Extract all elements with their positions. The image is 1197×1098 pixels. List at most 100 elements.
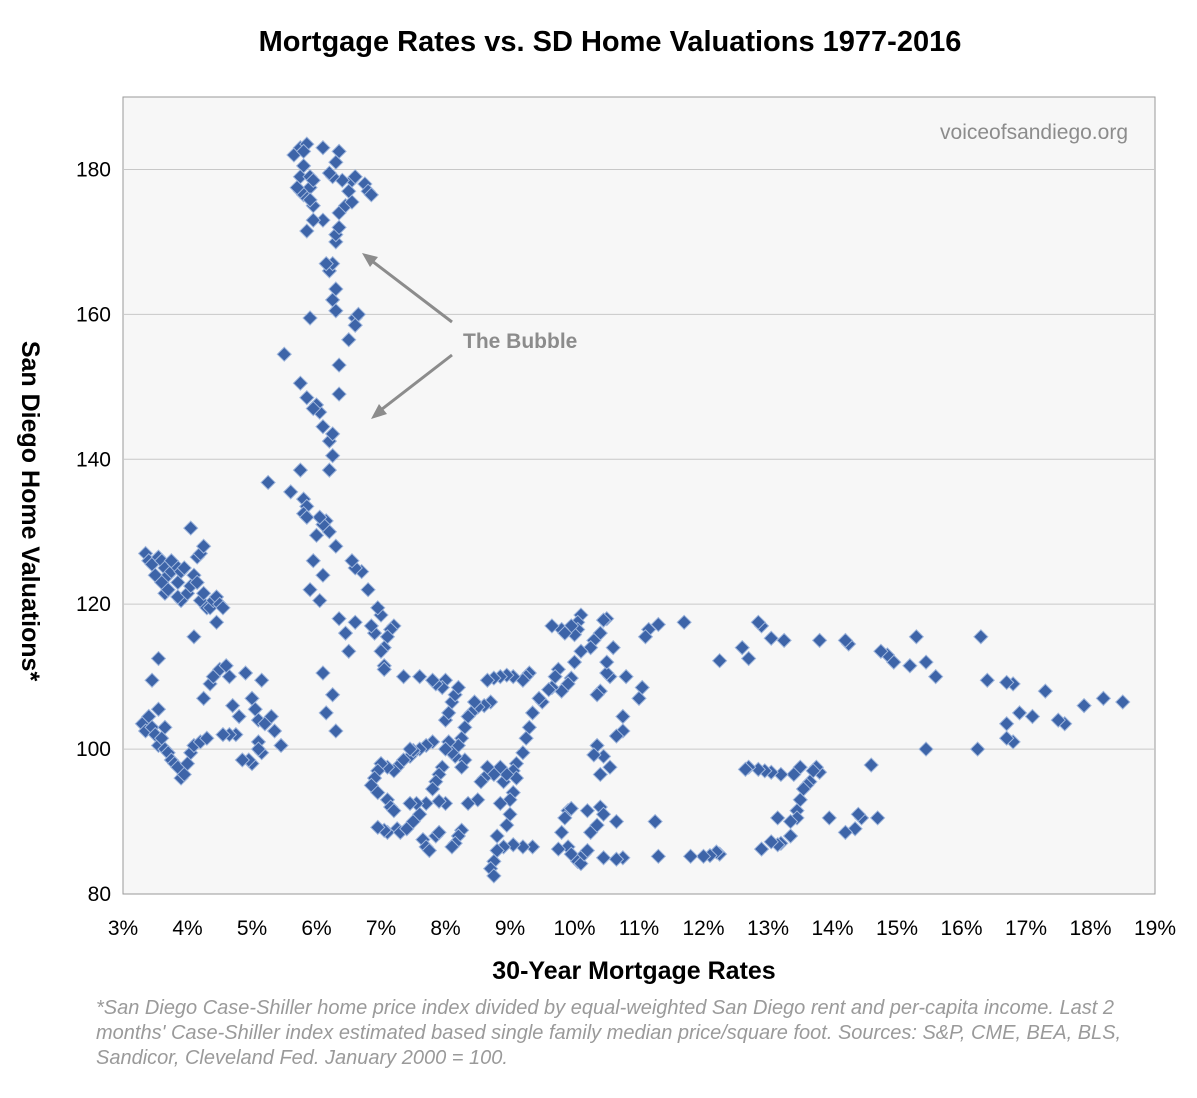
data-point (776, 632, 792, 649)
data-point (163, 553, 180, 569)
data-point (492, 795, 509, 812)
data-point (324, 687, 341, 703)
x-tick-label: 3% (108, 917, 138, 940)
y-axis-label: San Diego Home Valuations* (16, 341, 44, 682)
data-point (589, 687, 605, 703)
data-point (231, 708, 247, 725)
data-point (208, 614, 225, 631)
data-point (318, 255, 334, 272)
data-point (1076, 697, 1092, 714)
watermark-text: voiceofsandiego.org (940, 121, 1128, 144)
data-point (324, 426, 341, 442)
data-point (292, 375, 309, 391)
data-point (618, 668, 634, 685)
data-point (402, 741, 418, 757)
data-point (557, 625, 573, 641)
data-point (315, 418, 331, 435)
x-axis-label: 30-Year Mortgage Rates (492, 957, 775, 985)
y-tick-label: 120 (76, 593, 111, 616)
data-point (479, 672, 496, 688)
data-point (1095, 690, 1112, 707)
x-tick-label: 9% (495, 917, 525, 940)
data-point (411, 668, 428, 685)
x-tick-label: 11% (619, 917, 659, 940)
data-point (437, 741, 454, 757)
data-point (263, 708, 280, 725)
data-point (183, 520, 199, 536)
data-point (486, 868, 502, 884)
x-tick-label: 16% (940, 917, 982, 940)
data-point (602, 759, 618, 775)
data-point (599, 665, 615, 681)
data-point (312, 509, 328, 525)
axis-ticks: 80 100 120 140 160 180 3% 4% 5% 6% 7% 8% 9% 10% 11% 12%… (76, 158, 1176, 940)
data-point (499, 817, 515, 833)
data-point (595, 850, 612, 866)
data-point (763, 834, 779, 850)
footnote: *San Diego Case-Shiller home price index… (96, 997, 1122, 1069)
data-point (837, 824, 854, 841)
data-point (321, 462, 338, 478)
data-point (328, 723, 344, 739)
data-point (282, 484, 299, 500)
data-point (998, 716, 1015, 732)
data-point (631, 690, 647, 707)
y-tick-label: 80 (88, 883, 111, 906)
y-tick-label: 160 (76, 303, 111, 326)
data-point (1011, 705, 1028, 721)
data-point (144, 672, 160, 688)
data-point (908, 629, 925, 645)
data-point (647, 813, 663, 830)
data-point (295, 143, 312, 160)
data-point (299, 223, 315, 239)
data-point (553, 824, 570, 841)
data-point (347, 317, 363, 333)
data-point (524, 705, 541, 721)
data-point (579, 802, 596, 819)
data-point (650, 848, 667, 865)
data-point (592, 766, 609, 783)
data-point (444, 839, 460, 855)
data-point (386, 802, 402, 819)
data-point (308, 527, 325, 544)
data-point (450, 679, 467, 696)
data-point (1115, 694, 1131, 710)
data-point (312, 592, 328, 609)
data-point (637, 629, 654, 645)
data-point (599, 654, 615, 670)
data-point (324, 447, 341, 464)
annotation-arrowhead-upper (362, 253, 378, 267)
data-point (363, 187, 380, 203)
data-point (195, 538, 212, 554)
data-point (969, 741, 986, 757)
data-point (328, 538, 344, 554)
data-point (557, 810, 573, 826)
data-point (544, 618, 560, 634)
data-point (431, 793, 447, 809)
data-point (237, 665, 254, 681)
data-point (292, 462, 309, 478)
annotation-arrow-lower (376, 353, 453, 415)
data-point (515, 745, 531, 761)
x-tick-label: 12% (682, 917, 724, 940)
data-point (337, 625, 354, 641)
data-point (650, 616, 667, 633)
data-point (160, 581, 176, 598)
data-point (321, 165, 338, 181)
data-point (737, 761, 754, 778)
data-point (973, 629, 989, 645)
data-point (695, 848, 712, 865)
data-point (460, 795, 476, 812)
data-point (186, 629, 202, 645)
x-tick-label: 6% (301, 917, 331, 940)
data-point (473, 773, 489, 790)
data-point (305, 212, 321, 228)
data-point (676, 614, 692, 631)
data-point (869, 810, 886, 826)
data-point (266, 723, 283, 739)
data-point (189, 574, 205, 591)
data-point (347, 614, 363, 631)
data-point (424, 672, 441, 688)
data-point (1050, 712, 1066, 728)
x-tick-label: 18% (1069, 917, 1111, 940)
